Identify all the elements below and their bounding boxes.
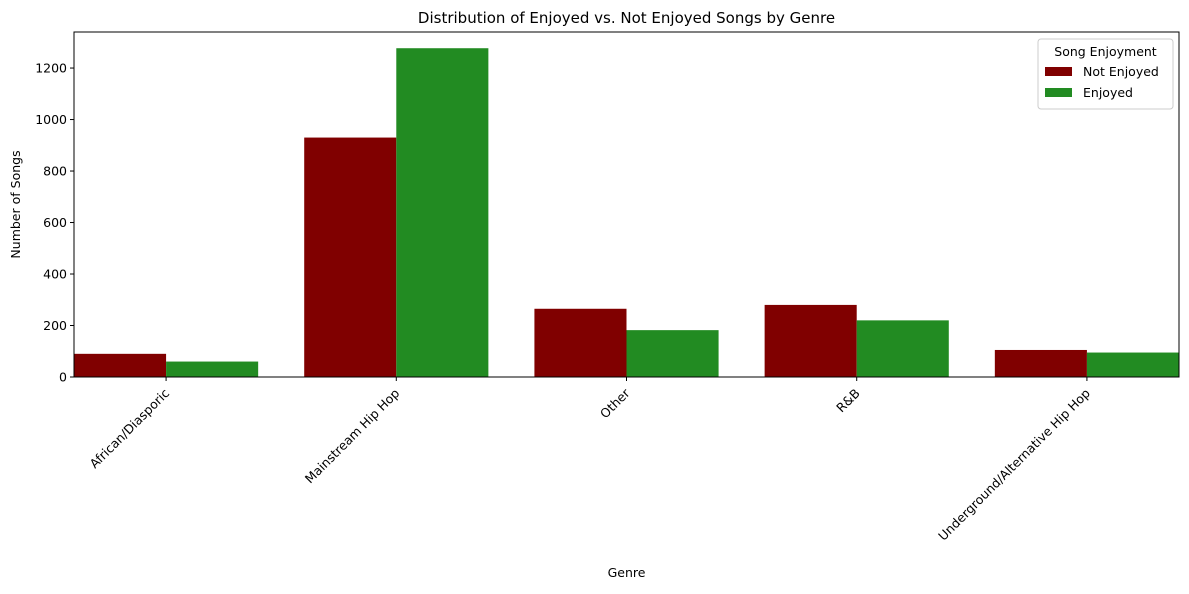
y-tick-label: 1200: [35, 61, 67, 76]
legend-title: Song Enjoyment: [1054, 44, 1157, 59]
chart-title: Distribution of Enjoyed vs. Not Enjoyed …: [418, 9, 835, 27]
x-axis-label: Genre: [608, 565, 646, 580]
legend-swatch-not-enjoyed: [1045, 67, 1072, 76]
y-tick-label: 200: [43, 318, 67, 333]
bar-enjoyed-underground-alternative-hip-hop: [1086, 352, 1179, 377]
bar-enjoyed-randb: [856, 320, 949, 377]
bars-layer: [74, 48, 1179, 377]
legend: Song Enjoyment Not Enjoyed Enjoyed: [1037, 38, 1174, 110]
bar-enjoyed-other: [626, 330, 719, 377]
y-axis-label: Number of Songs: [8, 150, 23, 258]
legend-label-not-enjoyed: Not Enjoyed: [1083, 64, 1159, 79]
y-tick-label: 400: [43, 267, 67, 282]
x-tick-label: Mainstream Hip Hop: [302, 385, 403, 486]
x-tick-label: Underground/Alternative Hip Hop: [935, 385, 1093, 543]
y-tick-label: 800: [43, 164, 67, 179]
x-tick-label: African/Diasporic: [87, 385, 173, 471]
y-tick-label: 0: [59, 370, 67, 385]
bar-enjoyed-african-diasporic: [166, 361, 259, 377]
y-tick-label: 600: [43, 215, 67, 230]
y-tick-label: 1000: [35, 112, 67, 127]
bar-enjoyed-mainstream-hip-hop: [396, 48, 489, 377]
y-axis: 0 200 400 600 800 1000 1200: [35, 61, 74, 385]
bar-not-enjoyed-other: [534, 308, 627, 377]
x-tick-label: R&B: [833, 386, 863, 416]
bar-not-enjoyed-randb: [764, 304, 857, 377]
bar-not-enjoyed-african-diasporic: [74, 353, 167, 377]
bar-not-enjoyed-underground-alternative-hip-hop: [994, 349, 1087, 377]
x-tick-label: Other: [597, 385, 633, 421]
legend-swatch-enjoyed: [1045, 88, 1072, 97]
bar-not-enjoyed-mainstream-hip-hop: [304, 137, 397, 377]
x-axis: African/Diasporic Mainstream Hip Hop Other…: [87, 377, 1093, 543]
legend-label-enjoyed: Enjoyed: [1083, 85, 1133, 100]
